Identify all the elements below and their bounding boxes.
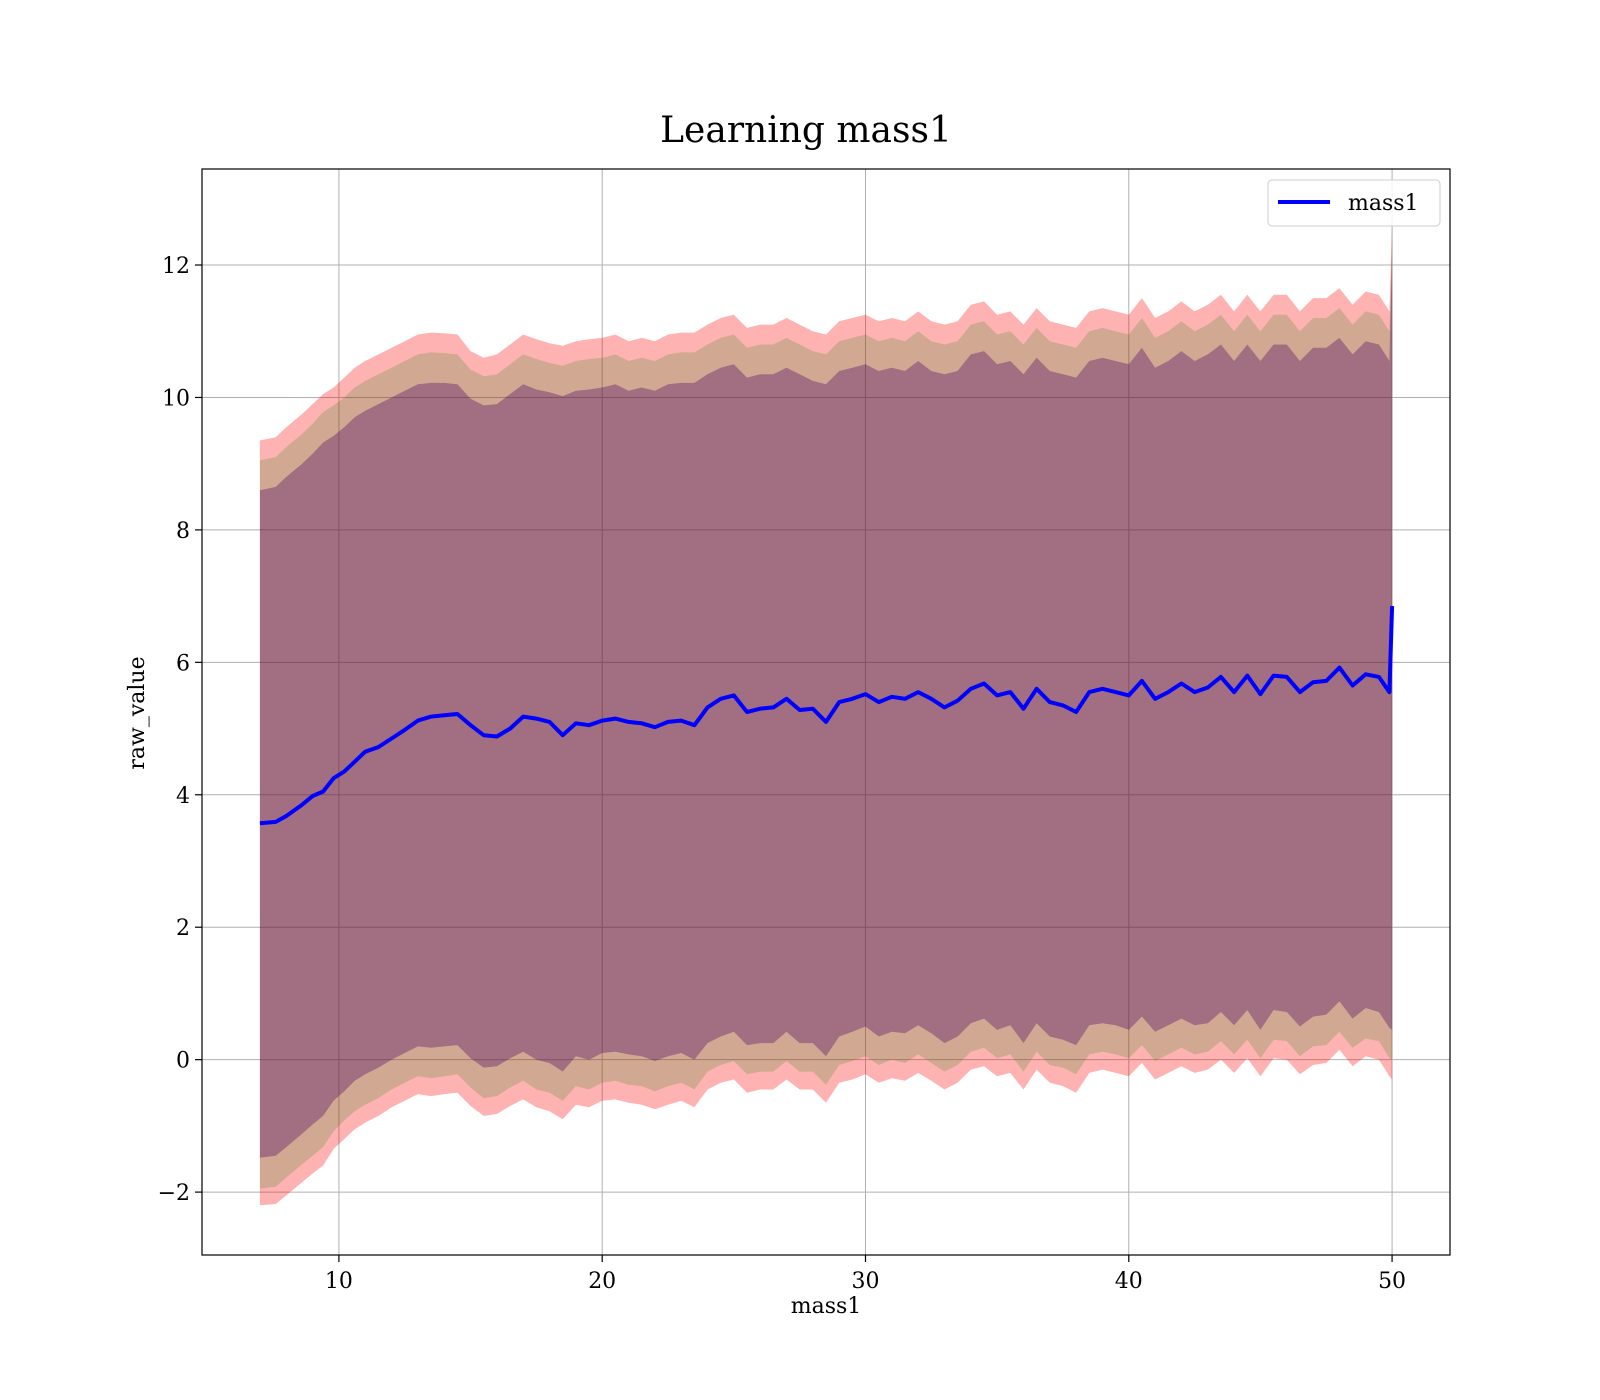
y-tick-label: −2 xyxy=(158,1181,190,1206)
y-tick-label: 0 xyxy=(176,1049,190,1074)
bands-layer xyxy=(259,225,1393,1206)
legend-box xyxy=(1267,179,1441,227)
x-tick-label: 30 xyxy=(851,1269,879,1294)
y-tick-label: 6 xyxy=(176,651,190,676)
line-layer xyxy=(259,605,1395,826)
x-tick-label: 40 xyxy=(1115,1269,1143,1294)
y-tick-label: 4 xyxy=(176,784,190,809)
y-tick-label: 8 xyxy=(176,519,190,544)
chart-title: Learning mass1 xyxy=(660,110,952,151)
x-tick-label: 10 xyxy=(325,1269,353,1294)
y-tick-label: 2 xyxy=(176,916,190,941)
legend: mass1 xyxy=(1267,179,1441,227)
confidence-band-0 xyxy=(259,225,1393,1206)
grid-layer xyxy=(202,169,1450,1255)
ticks-layer: 10 20 30 40 50 −2 0 2 4 6 8 10 12 xyxy=(158,254,1407,1294)
y-tick-label: 12 xyxy=(162,254,190,279)
y-tick-label: 10 xyxy=(162,386,190,411)
series-line-0 xyxy=(259,605,1395,826)
plot-frame xyxy=(201,168,1451,1256)
x-tick-label: 50 xyxy=(1378,1269,1406,1294)
x-axis-label: mass1 xyxy=(791,1294,862,1319)
confidence-band-2 xyxy=(259,251,1393,1158)
x-tick-label: 20 xyxy=(588,1269,616,1294)
confidence-band-1 xyxy=(259,238,1393,1189)
y-axis-label: raw_value xyxy=(125,656,150,769)
legend-label-mass1: mass1 xyxy=(1348,191,1419,216)
